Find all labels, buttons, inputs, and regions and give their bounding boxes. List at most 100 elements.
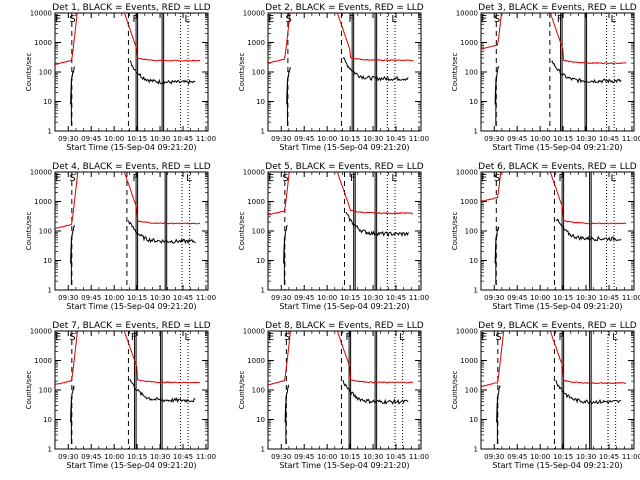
panel-title: Det 6, BLACK = Events, RED = LLD [478,162,637,172]
marker-F: F [345,332,351,343]
marker-E: E [268,332,274,343]
x-tick-label: 10:30 [150,294,170,302]
marker-F: F [349,14,355,25]
plot-frame [480,330,635,450]
panel-title: Det 8, BLACK = Events, RED = LLD [265,321,424,331]
x-axis-label: Start Time (15-Sep-04 09:21:20) [66,461,196,470]
x-tick-label: 10:15 [127,135,147,143]
marker-L: L [611,14,617,25]
events-series-line-post [342,56,409,82]
x-tick-label: 09:30 [58,294,78,302]
marker-F: F [557,14,563,25]
marker-F: F [132,173,138,184]
y-tick-label: 100 [252,69,265,77]
y-tick-label: 1 [261,287,265,295]
x-tick-label: 10:00 [530,135,550,143]
y-tick-label: 1000 [247,39,265,47]
x-tick-label: 10:45 [386,135,406,143]
y-tick-label: 10000 [30,10,52,18]
events-series-line-post [342,379,409,405]
x-tick-label: 10:30 [576,294,596,302]
y-tick-label: 100 [465,387,478,395]
y-tick-label: 10 [256,416,265,424]
x-tick-label: 09:30 [484,453,504,461]
x-tick-label: 09:30 [58,135,78,143]
plot-area [55,331,201,449]
x-tick-label: 10:30 [150,453,170,461]
y-axis-label: Counts/sec [238,371,246,410]
marker-E: E [481,332,487,343]
y-tick-label: 1 [261,446,265,454]
x-tick-label: 10:00 [317,135,337,143]
plot-frame [54,330,209,450]
marker-E: E [268,14,274,25]
y-tick-label: 10 [43,98,52,106]
x-tick-label: 11:00 [196,453,216,461]
marker-S: S [69,14,75,25]
x-tick-label: 09:45 [294,135,314,143]
marker-S: S [69,332,75,343]
y-tick-label: 1000 [460,198,478,206]
chart-panel-det-4: Det 4, BLACK = Events, RED = LLD 1 10 100 10… [25,162,216,311]
marker-L: L [612,332,618,343]
events-series-line-post [129,378,196,404]
y-tick-label: 1 [48,446,52,454]
x-tick-label: 09:45 [294,453,314,461]
chart-panel-det-8: Det 8, BLACK = Events, RED = LLD 1 10 100 10… [238,321,429,470]
y-tick-label: 10 [43,257,52,265]
plot-area [268,13,414,131]
x-tick-label: 10:45 [173,135,193,143]
x-tick-label: 09:30 [271,294,291,302]
chart-panel-det-5: Det 5, BLACK = Events, RED = LLD 1 10 100 10… [238,162,429,311]
chart-panel-det-2: Det 2, BLACK = Events, RED = LLD 1 10 100 10… [238,3,429,152]
marker-L: L [391,14,397,25]
x-tick-label: 09:45 [294,294,314,302]
y-tick-label: 1000 [247,357,265,365]
y-axis-label: Counts/sec [238,212,246,251]
y-tick-label: 1 [48,287,52,295]
x-tick-label: 09:30 [271,135,291,143]
marker-S: S [494,173,500,184]
y-tick-label: 10 [469,98,478,106]
y-tick-label: 100 [39,69,52,77]
marker-S: S [282,173,288,184]
y-tick-label: 1000 [247,198,265,206]
y-tick-label: 10 [256,98,265,106]
x-tick-label: 11:00 [622,135,640,143]
y-axis-label: Counts/sec [451,371,459,410]
x-tick-label: 10:45 [386,294,406,302]
y-axis-label: Counts/sec [25,212,33,251]
panel-title: Det 4, BLACK = Events, RED = LLD [52,162,211,172]
events-series-line-post [551,60,622,84]
y-tick-label: 1 [48,128,52,136]
x-tick-label: 10:30 [363,135,383,143]
x-tick-label: 09:30 [484,294,504,302]
lld-series-line [55,331,201,385]
y-tick-label: 10000 [30,328,52,336]
y-tick-label: 1000 [34,39,52,47]
x-tick-label: 11:00 [622,453,640,461]
x-tick-label: 10:45 [599,135,619,143]
marker-L: L [399,332,405,343]
x-tick-label: 10:00 [104,294,124,302]
y-tick-label: 10 [43,416,52,424]
panel-title: Det 5, BLACK = Events, RED = LLD [265,162,424,172]
marker-E: E [481,14,487,25]
events-series-line-post [129,60,196,86]
x-axis-label: Start Time (15-Sep-04 09:21:20) [492,461,622,470]
x-axis-label: Start Time (15-Sep-04 09:21:20) [66,302,196,311]
plot-frame [267,330,422,450]
x-tick-label: 10:15 [553,453,573,461]
marker-S: S [495,332,501,343]
x-axis-label: Start Time (15-Sep-04 09:21:20) [279,461,409,470]
lld-series-line [481,172,627,225]
x-tick-label: 11:00 [196,135,216,143]
x-tick-label: 10:00 [530,453,550,461]
y-tick-label: 100 [39,228,52,236]
y-tick-label: 10000 [243,328,265,336]
marker-F: F [131,332,137,343]
x-axis-label: Start Time (15-Sep-04 09:21:20) [66,143,196,152]
x-tick-label: 10:45 [599,294,619,302]
y-tick-label: 10 [469,257,478,265]
